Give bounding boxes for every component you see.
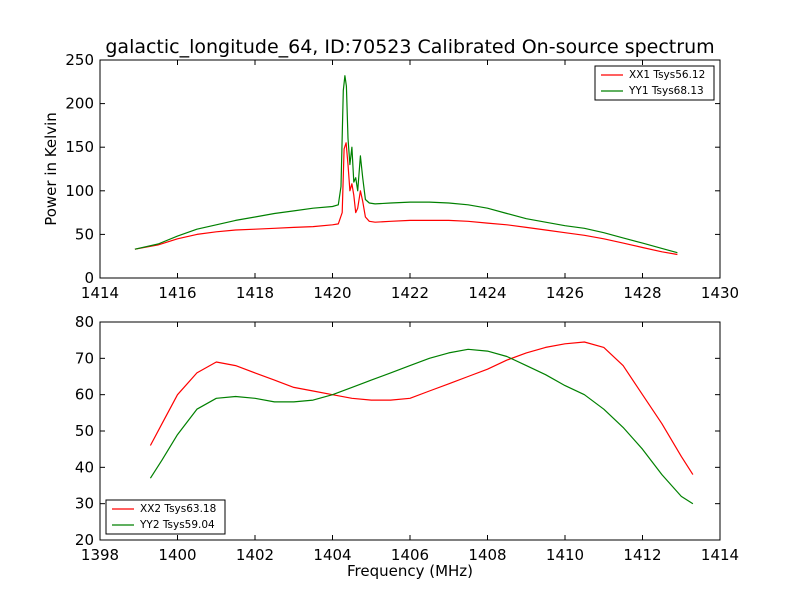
bottom-series-line-xx	[149, 341, 694, 475]
top-y-tick-label: 250	[65, 51, 94, 69]
top-x-tick-label: 1418	[236, 284, 274, 302]
top-y-axis-label: Power in Kelvin	[42, 112, 60, 226]
bottom-y-tick-label: 50	[75, 422, 94, 440]
bottom-legend: XX2 Tsys63.18 YY2 Tsys59.04	[105, 499, 226, 535]
top-legend-label-xx1: XX1 Tsys56.12	[629, 69, 705, 81]
top-series-line-xx	[134, 142, 678, 256]
bottom-x-tick-label: 1406	[391, 546, 429, 564]
bottom-ticks-layer: 1398 1400 1402 1404 1406 1408 1410 1412 1414 20 30…	[75, 313, 739, 564]
top-series-line-yy	[134, 75, 678, 254]
top-x-tick-label: 1424	[468, 284, 506, 302]
top-legend-label-yy1: YY1 Tsys68.13	[628, 85, 704, 97]
bottom-x-tick-label: 1402	[236, 546, 274, 564]
top-series-layer	[134, 75, 678, 256]
top-y-tick-label: 100	[65, 182, 94, 200]
top-y-tick-label: 150	[65, 138, 94, 156]
bottom-series-layer	[149, 341, 694, 505]
chart-title: galactic_longitude_64, ID:70523 Calibrat…	[105, 36, 714, 58]
bottom-y-tick-label: 20	[75, 531, 94, 549]
bottom-x-tick-label: 1404	[313, 546, 351, 564]
top-x-tick-label: 1414	[81, 284, 119, 302]
top-x-tick-label: 1426	[546, 284, 584, 302]
bottom-x-tick-label: 1400	[158, 546, 196, 564]
bottom-y-tick-label: 60	[75, 386, 94, 404]
top-x-tick-label: 1422	[391, 284, 429, 302]
bottom-subplot: 1398 1400 1402 1404 1406 1408 1410 1412 1414 20 30…	[75, 313, 739, 580]
bottom-legend-label-xx2: XX2 Tsys63.18	[140, 503, 216, 515]
top-x-tick-label: 1416	[158, 284, 196, 302]
top-y-tick-label: 0	[84, 269, 94, 287]
top-x-tick-label: 1428	[623, 284, 661, 302]
top-y-tick-label: 200	[65, 95, 94, 113]
top-legend-box	[594, 65, 715, 101]
bottom-y-tick-label: 70	[75, 349, 94, 367]
bottom-x-tick-label: 1412	[623, 546, 661, 564]
bottom-legend-label-yy2: YY2 Tsys59.04	[139, 519, 215, 531]
top-ticks-layer: 1414 1416 1418 1420 1422 1424 1426 1428 1430 0 50 1…	[65, 51, 739, 302]
bottom-x-tick-label: 1408	[468, 546, 506, 564]
top-legend: XX1 Tsys56.12 YY1 Tsys68.13	[594, 65, 715, 101]
top-x-tick-label: 1420	[313, 284, 351, 302]
bottom-legend-box	[105, 499, 226, 535]
top-y-tick-label: 50	[75, 225, 94, 243]
bottom-x-axis-label: Frequency (MHz)	[347, 562, 473, 580]
top-subplot: 1414 1416 1418 1420 1422 1424 1426 1428 1430 0 50 1…	[42, 51, 739, 302]
bottom-x-tick-label: 1414	[701, 546, 739, 564]
bottom-y-tick-label: 30	[75, 495, 94, 513]
bottom-x-tick-label: 1410	[546, 546, 584, 564]
bottom-x-tick-label: 1398	[81, 546, 119, 564]
bottom-y-tick-label: 40	[75, 458, 94, 476]
bottom-series-line-yy	[149, 348, 694, 505]
bottom-y-tick-label: 80	[75, 313, 94, 331]
top-x-tick-label: 1430	[701, 284, 739, 302]
